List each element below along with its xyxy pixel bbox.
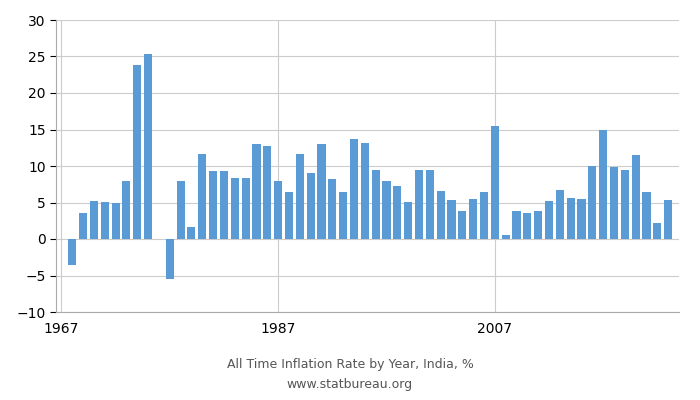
Bar (404, 202, 412, 239)
Bar (285, 192, 293, 239)
Bar (382, 181, 391, 239)
Bar (274, 181, 282, 239)
Text: All Time Inflation Rate by Year, India, %: All Time Inflation Rate by Year, India, … (227, 358, 473, 371)
Bar (166, 239, 174, 279)
Bar (317, 144, 326, 239)
Bar (328, 179, 336, 239)
Bar (176, 181, 185, 239)
Bar (111, 202, 120, 239)
Bar (426, 170, 434, 239)
Bar (458, 210, 466, 239)
Bar (360, 143, 369, 239)
Bar (653, 223, 662, 239)
Bar (209, 171, 217, 239)
Bar (480, 192, 488, 239)
Bar (578, 199, 585, 239)
Bar (621, 170, 629, 239)
Bar (122, 181, 130, 239)
Bar (512, 211, 521, 239)
Bar (437, 191, 444, 239)
Bar (90, 201, 98, 239)
Bar (133, 64, 141, 239)
Bar (339, 192, 347, 239)
Bar (307, 173, 315, 239)
Text: www.statbureau.org: www.statbureau.org (287, 378, 413, 391)
Bar (241, 178, 250, 239)
Bar (447, 200, 456, 239)
Bar (198, 154, 206, 239)
Bar (599, 130, 607, 239)
Bar (350, 139, 358, 239)
Bar (144, 54, 152, 239)
Bar (631, 155, 640, 239)
Bar (188, 227, 195, 239)
Bar (101, 202, 108, 239)
Bar (393, 186, 401, 239)
Bar (524, 214, 531, 239)
Bar (566, 198, 575, 239)
Bar (68, 239, 76, 265)
Bar (231, 178, 239, 239)
Bar (79, 213, 88, 239)
Bar (502, 235, 510, 239)
Bar (534, 210, 542, 239)
Bar (545, 201, 553, 239)
Bar (588, 166, 596, 239)
Bar (643, 192, 650, 239)
Bar (469, 199, 477, 239)
Bar (491, 126, 499, 239)
Bar (253, 144, 260, 239)
Bar (220, 171, 228, 239)
Bar (372, 170, 379, 239)
Bar (556, 190, 564, 239)
Bar (415, 170, 423, 239)
Bar (610, 168, 618, 239)
Bar (664, 200, 672, 239)
Bar (263, 146, 272, 239)
Bar (295, 154, 304, 239)
